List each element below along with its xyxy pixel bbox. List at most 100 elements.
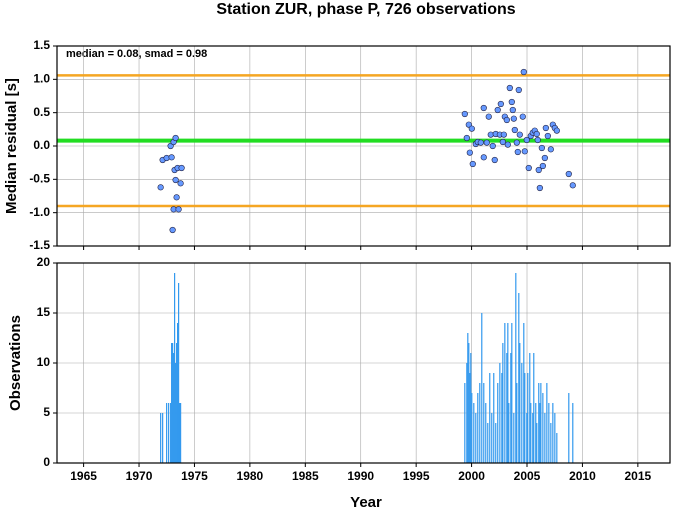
data-point bbox=[538, 144, 545, 152]
bar bbox=[166, 403, 168, 463]
bar bbox=[468, 343, 470, 463]
x-tick-label: 2015 bbox=[625, 469, 652, 483]
x-tick-label: 1995 bbox=[403, 469, 430, 483]
bar bbox=[497, 383, 499, 463]
bar bbox=[510, 353, 512, 463]
y-tick-label: -0.5 bbox=[29, 172, 50, 186]
y-tick-label: -1.5 bbox=[29, 238, 50, 252]
bar bbox=[515, 273, 517, 463]
data-point bbox=[565, 170, 572, 178]
data-point bbox=[175, 206, 182, 213]
bar bbox=[540, 383, 542, 463]
data-point bbox=[521, 148, 528, 155]
data-point bbox=[541, 154, 548, 162]
data-point bbox=[468, 125, 475, 132]
bar bbox=[535, 403, 537, 463]
bar bbox=[572, 403, 574, 463]
data-point bbox=[553, 127, 560, 134]
bar bbox=[171, 343, 173, 463]
bar bbox=[491, 413, 493, 463]
y-tick-label: 1.0 bbox=[33, 72, 50, 86]
bar bbox=[536, 423, 538, 463]
bar bbox=[471, 393, 473, 463]
x-tick-label: 1980 bbox=[237, 469, 264, 483]
bar bbox=[178, 283, 180, 463]
bar bbox=[524, 373, 526, 463]
data-point bbox=[480, 104, 487, 112]
data-point bbox=[172, 134, 179, 142]
data-point bbox=[509, 106, 516, 114]
bar bbox=[481, 313, 483, 463]
y-tick-label: 0.5 bbox=[33, 105, 50, 119]
data-point bbox=[514, 148, 521, 156]
data-point bbox=[177, 180, 184, 187]
bar bbox=[556, 433, 558, 463]
x-tick-label: 2000 bbox=[458, 469, 485, 483]
bar bbox=[467, 333, 469, 463]
data-point bbox=[499, 138, 506, 146]
data-point bbox=[516, 131, 523, 138]
data-point bbox=[515, 86, 522, 94]
data-point bbox=[178, 164, 185, 172]
bar bbox=[170, 403, 172, 463]
bar bbox=[464, 383, 466, 463]
bar bbox=[544, 413, 546, 463]
data-point bbox=[466, 149, 473, 156]
bar bbox=[554, 413, 556, 463]
bar bbox=[179, 403, 182, 463]
bar bbox=[542, 393, 544, 463]
data-point bbox=[500, 131, 507, 138]
data-point bbox=[510, 115, 517, 122]
bar bbox=[466, 363, 468, 463]
x-tick-label: 2005 bbox=[514, 469, 541, 483]
x-tick-label: 2010 bbox=[569, 469, 596, 483]
x-tick-label: 1990 bbox=[347, 469, 374, 483]
data-point bbox=[569, 182, 576, 189]
bar bbox=[501, 373, 503, 463]
bar bbox=[485, 403, 487, 463]
bar bbox=[519, 343, 521, 463]
plot-frame bbox=[56, 262, 671, 464]
data-point bbox=[513, 139, 520, 146]
bar bbox=[539, 403, 541, 463]
y-tick-label: 10 bbox=[37, 355, 51, 369]
bar bbox=[487, 423, 489, 463]
bar bbox=[506, 353, 508, 463]
bar bbox=[168, 403, 170, 463]
bar bbox=[175, 363, 177, 463]
y-tick-label: 20 bbox=[37, 255, 51, 269]
bar bbox=[179, 403, 181, 463]
data-point bbox=[461, 110, 468, 118]
x-tick-label: 1975 bbox=[181, 469, 208, 483]
bar bbox=[475, 413, 477, 463]
bar bbox=[507, 323, 509, 463]
bar bbox=[538, 383, 540, 463]
bar bbox=[532, 413, 534, 463]
bar bbox=[533, 353, 535, 463]
bar bbox=[513, 413, 515, 463]
data-point bbox=[489, 142, 496, 150]
y-tick-label: 0 bbox=[43, 455, 50, 469]
y-tick-label: 15 bbox=[37, 305, 51, 319]
data-point bbox=[520, 68, 527, 76]
data-point bbox=[506, 84, 513, 92]
bar bbox=[502, 343, 504, 463]
y-tick-label: 1.5 bbox=[33, 38, 50, 52]
chart-title: Station ZUR, phase P, 726 observations bbox=[216, 1, 515, 18]
bar bbox=[174, 273, 176, 463]
annotation: median = 0.08, smad = 0.98 bbox=[66, 48, 207, 60]
bar bbox=[552, 403, 554, 463]
data-point bbox=[497, 100, 504, 108]
bar bbox=[529, 353, 531, 463]
bar bbox=[508, 403, 510, 463]
bar bbox=[504, 323, 506, 463]
bar bbox=[511, 323, 513, 463]
bar bbox=[523, 323, 525, 463]
data-point bbox=[544, 132, 551, 140]
bar bbox=[493, 373, 495, 463]
x-tick-label: 1970 bbox=[126, 469, 153, 483]
y-tick-label: 5 bbox=[43, 405, 50, 419]
bar bbox=[477, 393, 479, 463]
bar bbox=[489, 373, 491, 463]
data-point bbox=[485, 113, 492, 120]
